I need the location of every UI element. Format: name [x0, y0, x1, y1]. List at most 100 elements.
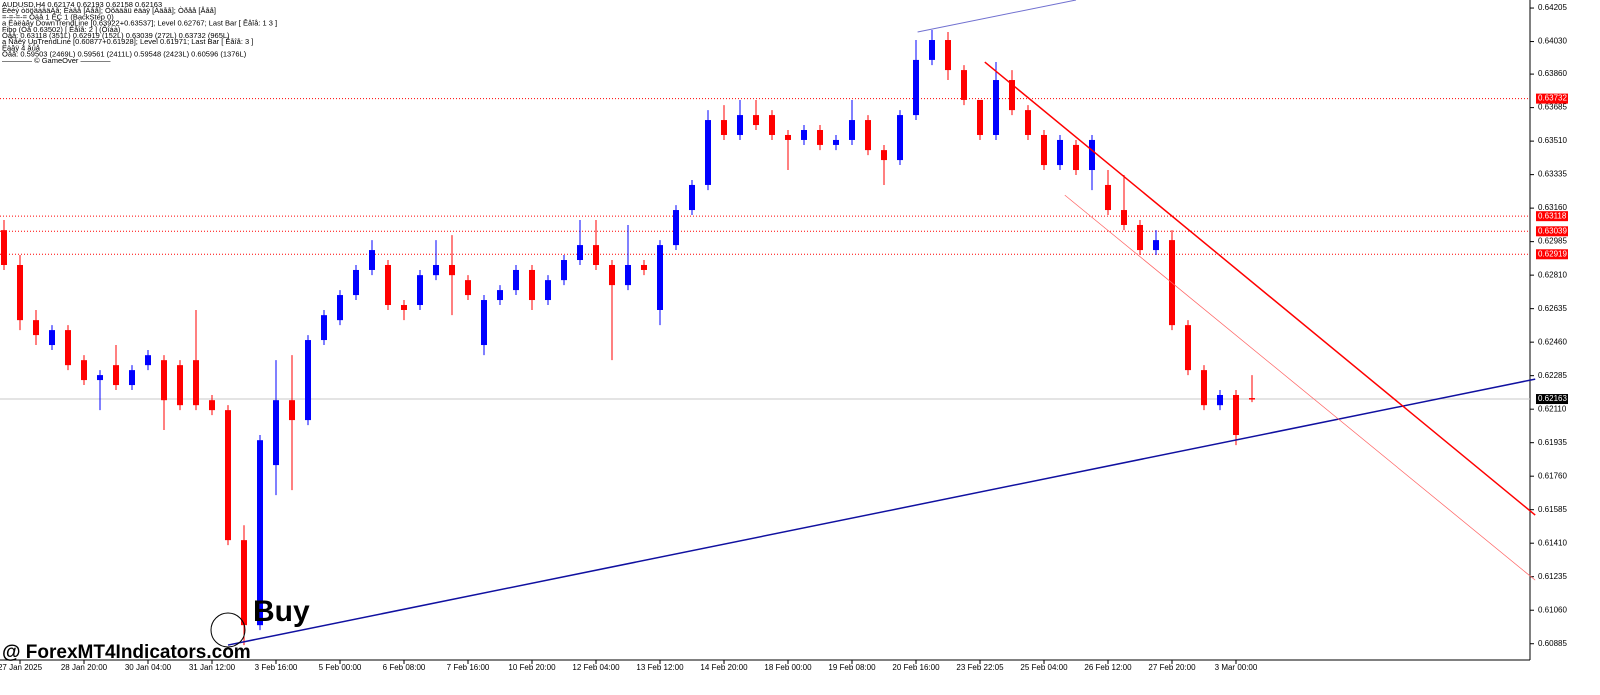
y-tick-label: 0.62285 [1538, 371, 1567, 380]
candle-body [1089, 139, 1095, 171]
candle-body [1153, 240, 1159, 251]
info-line: =-=-=-= Ôäå 1 ÊÇ 1 (BackStep 0) [2, 12, 114, 21]
candle-body [577, 245, 583, 261]
x-tick-label: 27 Feb 20:00 [1148, 663, 1196, 672]
candle-body [1185, 325, 1191, 371]
level-label: 0.63118 [1538, 211, 1567, 220]
candle-body [65, 330, 71, 366]
y-tick-label: 0.61585 [1538, 505, 1567, 514]
y-tick-label: 0.61410 [1538, 538, 1567, 547]
y-tick-label: 0.61235 [1538, 572, 1567, 581]
info-line: Óåå: 0.63118 (351L) 0.62919 (152L) 0.630… [2, 31, 230, 40]
trendline [917, 0, 1077, 33]
y-tick-label: 0.60885 [1538, 639, 1567, 648]
x-tick-label: 31 Jan 12:00 [189, 663, 236, 672]
candle-body [1073, 144, 1079, 171]
candle-body [865, 120, 871, 151]
candle-body [593, 245, 599, 265]
candle-body [401, 305, 407, 310]
info-line: Èëèý òööäàâäÀå; Ëàâå [Àåå]; Òõääâü ëäàÿ … [2, 6, 216, 15]
x-tick-label: 6 Feb 08:00 [383, 663, 426, 672]
candle-body [625, 264, 631, 286]
candle-body [97, 375, 103, 381]
x-tick-label: 27 Jan 2025 [0, 663, 43, 672]
candle-body [817, 130, 823, 145]
x-tick-label: 26 Feb 12:00 [1084, 663, 1132, 672]
level-label: 0.63732 [1538, 94, 1567, 103]
info-line: Óåå: 0.59503 (2469L) 0.59561 (2411L) 0.5… [2, 50, 247, 59]
candle-body [193, 360, 199, 406]
y-tick-label: 0.62635 [1538, 304, 1567, 313]
candle-body [897, 115, 903, 161]
x-tick-label: 14 Feb 20:00 [700, 663, 748, 672]
candle-body [961, 70, 967, 100]
candle-body [641, 264, 647, 270]
candle-body [929, 40, 935, 60]
buy-circle [210, 612, 246, 648]
candle-body [369, 250, 375, 270]
candle-body [1025, 110, 1031, 135]
candle-body [305, 340, 311, 421]
last-price-tag [1536, 394, 1568, 405]
candle-body [1201, 370, 1207, 406]
level-tag [1536, 211, 1568, 222]
x-tick-label: 3 Mar 00:00 [1215, 663, 1258, 672]
info-line: ———— © GameOver ———— [2, 56, 111, 65]
candle-body [0, 230, 7, 265]
candle-body [689, 184, 695, 211]
candle-body [785, 134, 791, 140]
candle-body [833, 139, 839, 145]
candle-body [609, 264, 615, 286]
y-tick-label: 0.62110 [1538, 404, 1567, 413]
level-label: 0.63039 [1538, 226, 1567, 235]
candle-body [209, 400, 215, 411]
y-tick-label: 0.61060 [1538, 605, 1567, 614]
info-line: Fibo (Óå 0.63502) [ Êåîå: 2 ] (Ôîáà) [2, 25, 121, 34]
candle-body [17, 264, 23, 321]
info-panel: AUDUSD,H4 0.62174 0.62193 0.62158 0.6216… [2, 0, 277, 65]
y-tick-label: 0.61935 [1538, 438, 1567, 447]
candle-body [1249, 398, 1255, 400]
x-tick-label: 20 Feb 16:00 [892, 663, 940, 672]
candle-body [49, 330, 55, 346]
y-tick-label: 0.62985 [1538, 237, 1567, 246]
x-tick-label: 25 Feb 04:00 [1020, 663, 1068, 672]
candle-body [673, 210, 679, 246]
candle-body [385, 264, 391, 306]
candle-body [417, 275, 423, 306]
y-tick-label: 0.62460 [1538, 337, 1567, 346]
x-tick-label: 23 Feb 22:05 [956, 663, 1004, 672]
candle-body [529, 269, 535, 301]
candle-body [289, 400, 295, 421]
candle-body [161, 360, 167, 401]
level-tag [1536, 226, 1568, 237]
candle-body [801, 130, 807, 140]
y-tick-label: 0.61760 [1538, 471, 1567, 480]
candle-body [753, 115, 759, 126]
y-tick-label: 0.64205 [1538, 3, 1567, 12]
candle-body [913, 59, 919, 116]
candle-body [1041, 134, 1047, 166]
y-tick-label: 0.63860 [1538, 69, 1567, 78]
level-tag [1536, 93, 1568, 104]
candle-body [225, 410, 231, 541]
buy-label: Buy [253, 595, 310, 628]
candle-body [449, 264, 455, 276]
y-tick-label: 0.63160 [1538, 203, 1567, 212]
candle-body [177, 365, 183, 406]
trendline [1064, 194, 1536, 581]
candle-body [273, 400, 279, 466]
x-tick-label: 10 Feb 20:00 [508, 663, 556, 672]
candle-body [353, 269, 359, 296]
info-line: AUDUSD,H4 0.62174 0.62193 0.62158 0.6216… [2, 0, 162, 9]
candle-body [433, 264, 439, 276]
x-tick-label: 13 Feb 12:00 [636, 663, 684, 672]
candle-body [81, 360, 87, 381]
level-label: 0.62919 [1538, 249, 1567, 258]
candle-body [977, 99, 983, 135]
y-tick-label: 0.64030 [1538, 37, 1567, 46]
candle-body [337, 295, 343, 321]
x-tick-label: 30 Jan 04:00 [125, 663, 172, 672]
x-tick-label: 5 Feb 00:00 [319, 663, 362, 672]
